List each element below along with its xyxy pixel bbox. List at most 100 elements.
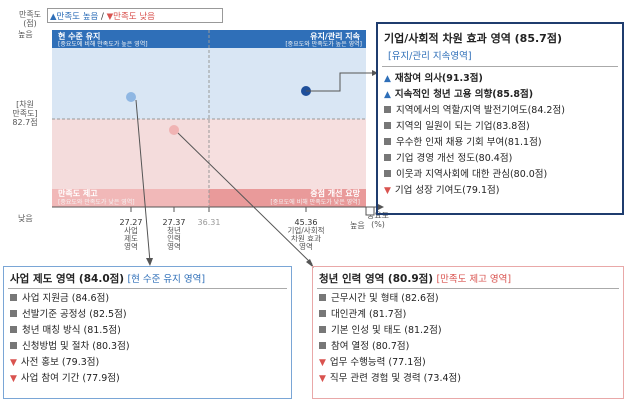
quadrant-keep-sub: [중요도에 비해 만족도가 높은 영역] bbox=[58, 41, 148, 48]
business-panel: 사업 제도 영역 (84.0점) [현 수준 유지 영역] 사업 지원금 (84… bbox=[3, 266, 292, 399]
quadrant-maintain-title: 유지/관리 지속 bbox=[310, 32, 360, 41]
quadrant-raise-title: 만족도 제고 bbox=[58, 189, 98, 198]
y-axis-title: 만족도 (점) bbox=[18, 10, 42, 28]
business-panel-title: 사업 제도 영역 (84.0점) bbox=[10, 273, 125, 285]
square-bullet-icon bbox=[10, 342, 17, 349]
biz_box-item-text: 사업 지원금 (84.6점) bbox=[22, 293, 110, 304]
x-axis-high: 높음 bbox=[350, 221, 365, 230]
corp_box-item-0: ▲ 재참여 의사(91.3점) bbox=[384, 71, 616, 87]
corp_box-item-text: 기업 경영 개선 정도(80.4점) bbox=[396, 153, 513, 164]
x-tick-business-label: 사업 제도 영역 bbox=[124, 226, 138, 251]
youth-panel-subtitle: [만족도 제고 영역] bbox=[436, 274, 512, 285]
business-panel-header: 사업 제도 영역 (84.0점) [현 수준 유지 영역] bbox=[4, 267, 291, 288]
x-axis-arrow bbox=[378, 204, 384, 210]
corp_box-item-2: 지역에서의 역할/지역 발전기여도(84.2점) bbox=[384, 103, 616, 119]
youth_box-item-2: 기본 인성 및 태도 (81.2점) bbox=[319, 323, 617, 339]
square-bullet-icon bbox=[319, 294, 326, 301]
square-bullet-icon bbox=[10, 294, 17, 301]
youth_box-item-text: 업무 수행능력 (77.1점) bbox=[329, 357, 426, 368]
youth-item-list: 근무시간 및 형태 (82.6점) 대인관계 (81.7점) 기본 인성 및 태도 … bbox=[313, 289, 623, 389]
y-axis-mid-label: [차원 만족도] 82.7점 bbox=[12, 100, 38, 127]
youth_box-item-text: 대인관계 (81.7점) bbox=[331, 309, 407, 320]
square-bullet-icon bbox=[319, 342, 326, 349]
square-bullet-icon bbox=[384, 154, 391, 161]
corp_box-item-1: ▲ 지속적인 청년 고용 의향(85.8점) bbox=[384, 87, 616, 103]
legend-down: ▼만족도 낮음 bbox=[106, 12, 155, 22]
down-triangle-icon: ▼ bbox=[319, 358, 326, 368]
youth_box-item-5: ▼ 직무 관련 경험 및 경력 (73.4점) bbox=[319, 371, 617, 387]
square-bullet-icon bbox=[10, 326, 17, 333]
corp_box-item-text: 이웃과 지역사회에 대한 관심(80.0점) bbox=[396, 169, 548, 180]
corp_box-item-text: 우수한 인재 채용 기회 부여(81.1점) bbox=[396, 137, 542, 148]
biz_box-item-5: ▼ 사업 참여 기간 (77.9점) bbox=[10, 371, 285, 387]
connector-corporate bbox=[306, 72, 376, 92]
x-tick-youth: 27.37 청년 인력 영역 bbox=[159, 218, 189, 251]
down-triangle-icon: ▼ bbox=[10, 374, 17, 384]
quadrant-improve-footer: 중점 개선 요망 [중요도에 비해 만족도가 낮은 영역] bbox=[209, 189, 366, 207]
legend-frame bbox=[47, 8, 223, 23]
x-tick-corporate-label: 기업/사회적 차원 효과 영역 bbox=[287, 226, 325, 251]
quadrant-keep-header: 현 수준 유지 bbox=[52, 30, 209, 48]
biz_box-item-3: 신청방법 및 절차 (80.3점) bbox=[10, 339, 285, 355]
biz_box-item-1: 선발기준 공정성 (82.5점) bbox=[10, 307, 285, 323]
quadrant-improve-sub: [중요도에 비해 만족도가 낮은 영역] bbox=[270, 199, 360, 206]
connector-youth bbox=[177, 132, 313, 265]
square-bullet-icon bbox=[10, 310, 17, 317]
y-axis-low: 낮음 bbox=[18, 214, 33, 223]
x-tick-corporate: 45.36 기업/사회적 차원 효과 영역 bbox=[281, 218, 331, 251]
x-tick-youth-value: 27.37 bbox=[162, 218, 186, 227]
biz_box-item-text: 사업 참여 기간 (77.9점) bbox=[20, 373, 120, 384]
corp_box-item-5: 기업 경영 개선 정도(80.4점) bbox=[384, 151, 616, 167]
x-tick-corporate-value: 45.36 bbox=[294, 218, 318, 227]
corner-marker bbox=[365, 206, 375, 216]
youth_box-item-0: 근무시간 및 형태 (82.6점) bbox=[319, 291, 617, 307]
quadrant-maintain-sub: [중요도와 만족도가 높은 영역] bbox=[285, 41, 362, 48]
youth_box-item-1: 대인관계 (81.7점) bbox=[319, 307, 617, 323]
corp_box-item-text: 기업 성장 기여도(79.1점) bbox=[394, 185, 500, 196]
biz_box-item-text: 청년 매칭 방식 (81.5점) bbox=[22, 325, 121, 336]
point-business bbox=[126, 92, 136, 102]
biz_box-item-text: 선발기준 공정성 (82.5점) bbox=[22, 309, 127, 320]
square-bullet-icon bbox=[319, 310, 326, 317]
connector-business bbox=[135, 99, 151, 263]
corp_box-item-3: 지역의 일원이 되는 기업(83.8점) bbox=[384, 119, 616, 135]
down-triangle-icon: ▼ bbox=[384, 186, 391, 196]
corp_box-item-6: 이웃과 지역사회에 대한 관심(80.0점) bbox=[384, 167, 616, 183]
square-bullet-icon bbox=[384, 138, 391, 145]
biz_box-item-2: 청년 매칭 방식 (81.5점) bbox=[10, 323, 285, 339]
quadrant-improve bbox=[209, 119, 366, 189]
corp_box-item-text: 지속적인 청년 고용 의향(85.8점) bbox=[394, 89, 534, 100]
up-triangle-icon: ▲ bbox=[384, 74, 391, 84]
legend-divider: / bbox=[101, 12, 104, 22]
y-axis-high: 높음 bbox=[18, 30, 33, 39]
corp_box-item-text: 재참여 의사(91.3점) bbox=[394, 73, 483, 84]
corporate-panel-subtitle: [유지/관리 지속영역] bbox=[382, 48, 618, 67]
business-panel-subtitle: [현 수준 유지 영역] bbox=[127, 274, 206, 285]
quadrant-raise-sub: [중요도와 만족도가 낮은 영역] bbox=[58, 199, 135, 206]
x-tick-business: 27.27 사업 제도 영역 bbox=[116, 218, 146, 251]
x-tick-youth-label: 청년 인력 영역 bbox=[167, 226, 181, 251]
quadrant-raise bbox=[52, 119, 209, 189]
youth_box-item-4: ▼ 업무 수행능력 (77.1점) bbox=[319, 355, 617, 371]
quadrant-raise-footer: 만족도 제고 [중요도와 만족도가 낮은 영역] bbox=[52, 189, 209, 207]
corporate-panel: 기업/사회적 차원 효과 영역 (85.7점) [유지/관리 지속영역] ▲ 재참… bbox=[376, 22, 624, 215]
corp_box-item-text: 지역의 일원이 되는 기업(83.8점) bbox=[396, 121, 530, 132]
corporate-panel-title: 기업/사회적 차원 효과 영역 (85.7점) bbox=[384, 32, 562, 45]
corp_box-item-text: 지역에서의 역할/지역 발전기여도(84.2점) bbox=[396, 105, 565, 116]
youth_box-item-text: 근무시간 및 형태 (82.6점) bbox=[331, 293, 439, 304]
biz_box-item-text: 신청방법 및 절차 (80.3점) bbox=[22, 341, 130, 352]
biz_box-item-text: 사전 홍보 (79.3점) bbox=[20, 357, 100, 368]
quadrant-improve-title: 중점 개선 요망 bbox=[310, 189, 360, 198]
x-tick-business-value: 27.27 bbox=[119, 218, 143, 227]
square-bullet-icon bbox=[384, 170, 391, 177]
corporate-item-list: ▲ 재참여 의사(91.3점) ▲ 지속적인 청년 고용 의향(85.8점) 지역에서의… bbox=[378, 67, 622, 203]
youth-panel: 청년 인력 영역 (80.9점) [만족도 제고 영역] 근무시간 및 형태 (… bbox=[312, 266, 624, 399]
biz_box-item-4: ▼ 사전 홍보 (79.3점) bbox=[10, 355, 285, 371]
legend-up: ▲만족도 높음 bbox=[50, 12, 99, 22]
square-bullet-icon bbox=[384, 122, 391, 129]
x-axis-title: 중요도 (%) bbox=[366, 211, 390, 229]
youth-panel-title: 청년 인력 영역 (80.9점) bbox=[319, 273, 434, 285]
quadrant-maintain-header: 유지/관리 지속 bbox=[209, 30, 366, 48]
quadrant-keep bbox=[52, 48, 209, 119]
